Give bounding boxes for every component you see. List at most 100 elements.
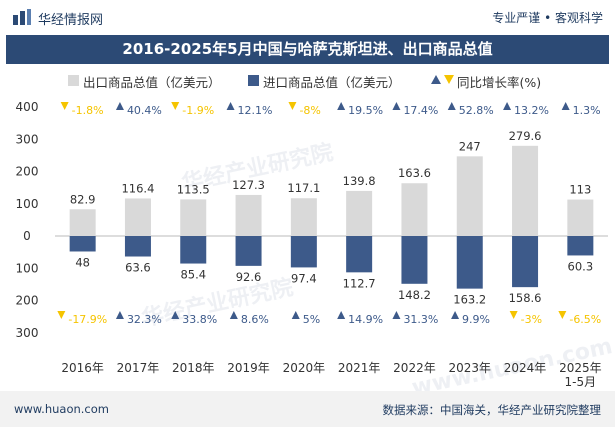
import-value-label: 112.7 [343,276,376,290]
export-bar [235,194,262,236]
import-bar [235,236,262,266]
export-growth-label: 52.8% [459,104,494,117]
import-bar [567,236,594,256]
export-value-label: 82.9 [70,192,96,206]
export-growth-label: 40.4% [127,104,162,117]
export-value-label: 127.3 [232,178,265,192]
import-value-label: 92.6 [236,270,262,284]
x-tick-label: 2020年 [283,361,326,375]
y-tick-label: 100 [16,197,39,211]
import-bar [180,236,207,264]
y-tick-label: 400 [16,100,39,114]
title-bar: 2016-2025年5月中国与哈萨克斯坦进、出口商品总值 [6,35,609,64]
import-growth-label: -6.5% [569,313,601,326]
import-value-label: 148.2 [398,288,431,302]
export-growth-label: 13.2% [514,104,549,117]
export-value-label: 163.6 [398,166,431,180]
y-tick-label: 300 [16,326,39,340]
growth-down-icon [288,102,297,110]
export-bar [69,209,96,236]
x-tick-label: 2021年 [338,361,381,375]
x-tick-label: 2022年 [393,361,436,375]
bar-chart: 400 300 200 100 0 100 200 300 82.9 48 -1.8% -17.9% 2… [16,100,608,389]
growth-up-icon [226,102,235,110]
export-bar [346,190,373,236]
chart-title: 2016-2025年5月中国与哈萨克斯坦进、出口商品总值 [122,40,493,58]
legend: 出口商品总值（亿美元） 进口商品总值（亿美元） 同比增长率(%) [0,68,615,92]
import-value-label: 48 [75,255,90,269]
growth-up-icon [392,311,401,319]
export-value-label: 113 [569,183,591,197]
growth-down-icon [57,311,66,319]
legend-export-label: 出口商品总值（亿美元） [83,75,221,90]
top-bar: 华经情报网 专业严谨 • 客观科学 [0,0,615,34]
legend-growth-icon [431,75,454,84]
slogan: 专业严谨 • 客观科学 [492,11,603,25]
import-bar [512,236,539,288]
y-tick-label: 100 [16,261,39,275]
y-tick-label: 200 [16,294,39,308]
export-growth-label: 17.4% [403,104,438,117]
legend-export-swatch [68,75,79,86]
import-growth-label: 9.9% [462,313,490,326]
y-tick-label: 300 [16,132,39,146]
import-growth-label: -17.9% [68,313,107,326]
export-value-label: 117.1 [287,181,320,195]
x-tick-label: 2018年 [172,361,215,375]
export-value-label: 116.4 [121,181,154,195]
bar-logo-icon [13,9,31,25]
x-tick-label: 2023年 [448,361,491,375]
export-value-label: 139.8 [343,174,376,188]
growth-up-icon [451,311,460,319]
import-growth-label: -3% [521,313,542,326]
import-value-label: 158.6 [509,291,542,305]
export-growth-label: 19.5% [348,104,383,117]
export-growth-label: -1.9% [182,104,214,117]
export-bar [124,198,151,236]
growth-up-icon [171,311,180,319]
import-bar [124,236,151,257]
export-value-label: 279.6 [509,129,542,143]
growth-up-icon [392,102,401,110]
import-bar [290,236,317,268]
import-bar [69,236,96,252]
brand-name: 华经情报网 [38,13,104,28]
growth-up-icon [291,311,300,319]
legend-growth-label: 同比增长率(%) [457,75,542,90]
growth-down-icon [60,102,69,110]
export-value-label: 247 [459,139,481,153]
x-tick-label: 2019年 [227,361,270,375]
x-tick-label: 2025年 1-5月 [559,361,602,389]
import-growth-label: 5% [303,313,320,326]
growth-down-icon [558,311,567,319]
import-value-label: 63.6 [125,261,151,275]
y-tick-label: 0 [23,229,31,243]
export-bar [456,156,483,236]
import-growth-label: 14.9% [348,313,383,326]
x-tick-label: 2016年 [61,361,104,375]
legend-import-swatch [248,75,259,86]
import-growth-label: 32.3% [127,313,162,326]
growth-up-icon [229,311,238,319]
import-bar [456,236,483,289]
growth-up-icon [561,102,570,110]
import-value-label: 97.4 [291,271,317,285]
import-growth-label: 8.6% [241,313,269,326]
footer-source: 数据来源：中国海关，华经产业研究院整理 [382,403,602,417]
growth-up-icon [337,102,346,110]
import-value-label: 85.4 [180,268,206,282]
growth-up-icon [503,102,512,110]
export-bar [567,199,594,236]
import-growth-label: 31.3% [403,313,438,326]
import-value-label: 60.3 [568,259,594,273]
export-growth-label: 1.3% [573,104,601,117]
import-growth-label: 33.8% [182,313,217,326]
export-growth-label: 12.1% [238,104,273,117]
import-bar [346,236,373,273]
x-tick-label: 2017年 [117,361,160,375]
legend-import-label: 进口商品总值（亿美元） [263,75,401,90]
footer: www.huaon.com 数据来源：中国海关，华经产业研究院整理 [0,391,615,427]
export-bar [401,183,428,236]
growth-up-icon [115,102,124,110]
